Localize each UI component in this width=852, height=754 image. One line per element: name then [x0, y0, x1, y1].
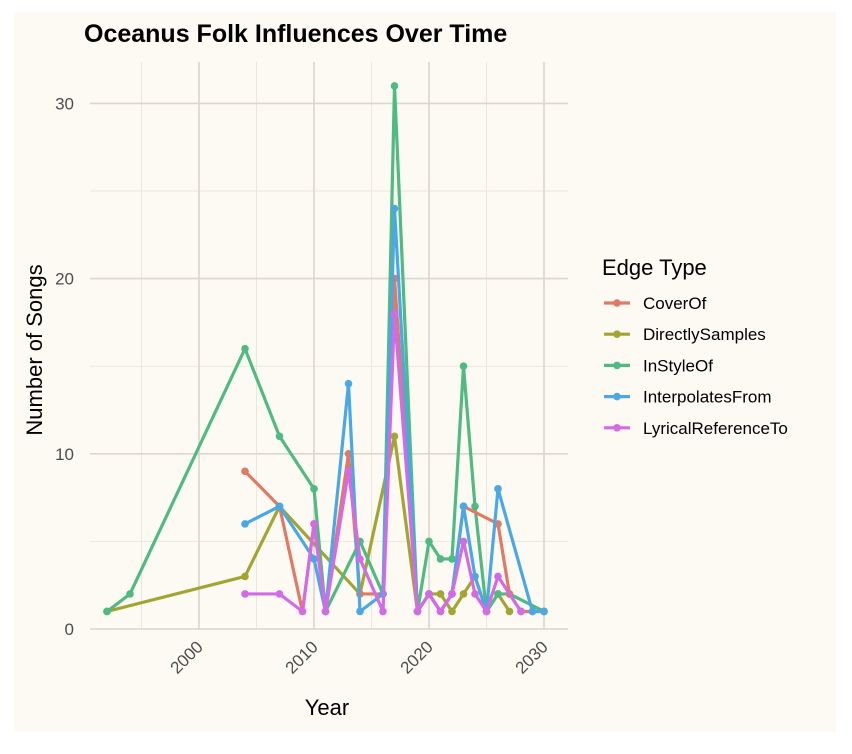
data-point: [528, 607, 537, 616]
data-point: [390, 432, 399, 441]
data-point: [505, 607, 514, 616]
data-point: [459, 590, 468, 598]
data-point: [436, 607, 445, 616]
data-point: [241, 467, 249, 476]
data-point: [241, 590, 249, 598]
data-point: [494, 572, 502, 581]
data-point: [517, 607, 525, 616]
data-point: [344, 467, 353, 476]
data-point: [321, 607, 330, 616]
data-point: [436, 555, 445, 563]
data-point: [459, 537, 468, 546]
series-InStyleOf: [103, 82, 548, 616]
chart-title: Oceanus Folk Influences Over Time: [84, 20, 507, 48]
data-point: [540, 607, 548, 616]
data-point: [275, 590, 284, 598]
y-tick-label: 30: [55, 94, 74, 113]
data-point: [494, 485, 502, 493]
data-point: [413, 607, 422, 616]
y-tick-label: 20: [55, 270, 74, 289]
legend-item-LyricalReferenceTo: LyricalReferenceTo: [604, 419, 788, 438]
data-point: [241, 344, 249, 353]
data-point: [310, 555, 318, 563]
data-point: [390, 204, 399, 213]
legend-label: InStyleOf: [643, 356, 713, 375]
data-point: [448, 590, 456, 598]
data-point: [471, 502, 479, 511]
grid-lines: [90, 62, 568, 630]
data-point: [379, 607, 387, 616]
data-point: [310, 520, 318, 528]
data-point: [482, 607, 491, 616]
data-point: [425, 590, 433, 598]
legend-key-point: [613, 392, 621, 401]
data-point: [459, 362, 468, 371]
data-point: [425, 537, 433, 546]
data-point: [298, 607, 307, 616]
x-axis-title: Year: [305, 695, 349, 720]
legend-key-point: [613, 424, 621, 432]
data-point: [275, 502, 284, 511]
legend-title: Edge Type: [602, 255, 707, 280]
y-tick-label: 0: [65, 620, 74, 639]
legend-item-InterpolatesFrom: InterpolatesFrom: [604, 388, 772, 407]
data-point: [390, 82, 399, 90]
data-point: [356, 555, 364, 563]
x-tick-label: 2030: [512, 637, 552, 677]
y-axis-title: Number of Songs: [22, 264, 47, 435]
legend-label: CoverOf: [643, 294, 707, 313]
x-tick-label: 2000: [167, 637, 207, 677]
legend-key-point: [613, 299, 621, 307]
data-point: [344, 379, 353, 388]
data-point: [494, 590, 502, 598]
data-point: [471, 590, 479, 598]
data-point: [436, 590, 445, 598]
series-LyricalReferenceTo: [241, 309, 525, 616]
legend-label: InterpolatesFrom: [643, 388, 772, 407]
data-point: [241, 520, 249, 528]
series-line: [105, 84, 546, 614]
data-point: [390, 309, 399, 318]
legend-item-CoverOf: CoverOf: [604, 294, 707, 313]
data-point: [356, 607, 364, 616]
chart-panel: [14, 12, 836, 732]
data-point: [241, 572, 249, 581]
legend-label: DirectlySamples: [643, 325, 766, 344]
legend: Edge Type CoverOf DirectlySamples InStyleO…: [602, 255, 788, 438]
y-tick-label: 10: [55, 445, 74, 464]
legend-key-point: [613, 330, 621, 339]
legend-item-InStyleOf: InStyleOf: [604, 356, 713, 375]
data-point: [448, 555, 456, 563]
series-layer: [103, 82, 548, 616]
x-tick-label: 2010: [282, 637, 322, 677]
data-point: [448, 607, 456, 616]
data-point: [310, 485, 318, 493]
data-point: [126, 590, 134, 598]
x-tick-label: 2020: [397, 637, 437, 677]
series-line: [105, 434, 512, 614]
data-point: [103, 607, 111, 616]
legend-item-DirectlySamples: DirectlySamples: [604, 325, 766, 344]
data-point: [275, 432, 284, 441]
data-point: [459, 502, 468, 511]
legend-label: LyricalReferenceTo: [643, 419, 788, 438]
legend-key-point: [613, 361, 621, 370]
